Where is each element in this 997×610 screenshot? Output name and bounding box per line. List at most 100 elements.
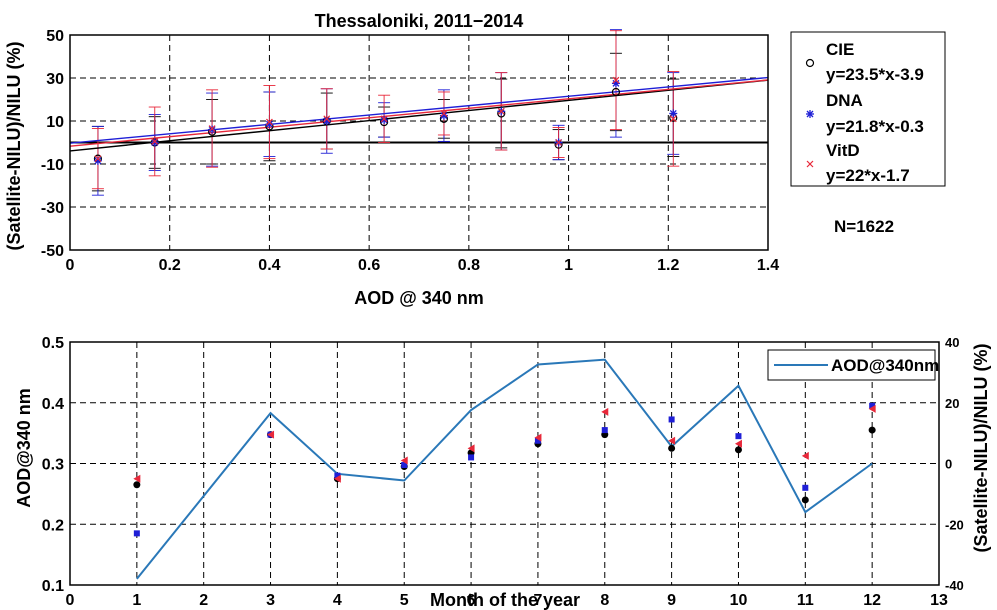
top-y-tick-label: -10 [41, 157, 64, 174]
bottom-x-tick-label: 4 [333, 592, 342, 609]
bottom-right-y-tick-label: 40 [945, 335, 959, 350]
point-vitd [612, 76, 620, 84]
bottom-data-points [133, 402, 876, 537]
top-data-points [93, 76, 678, 165]
top-grid [70, 35, 768, 250]
bottom-x-tick-label: 0 [66, 592, 75, 609]
bottom-point-square [601, 427, 608, 434]
bottom-plot-frame [69, 341, 940, 586]
top-error-bars [91, 29, 680, 196]
point-vitd-stroke [380, 115, 388, 123]
point-dna-stroke [265, 120, 273, 128]
point-vitd [94, 155, 102, 163]
point-vitd [497, 107, 505, 115]
top-y-tick-label: 30 [46, 71, 64, 88]
legend-markers [805, 58, 815, 168]
bottom-x-axis-label: Month of the year [430, 590, 580, 610]
bottom-y-tick-labels: 0.1 0.2 0.3 0.4 0.5 [42, 335, 64, 595]
top-y-tick-label: 10 [46, 114, 64, 131]
bottom-y-tick-label: 0.4 [42, 396, 64, 413]
top-y-tick-label: -30 [41, 200, 64, 217]
bottom-x-tick-label: 2 [199, 592, 208, 609]
bottom-x-tick-label: 5 [400, 592, 409, 609]
legend-marker-cie [805, 58, 815, 68]
bottom-point-dot [668, 444, 676, 452]
bottom-aod-line [136, 358, 873, 580]
bottom-y-tick-label: 0.2 [42, 517, 64, 534]
top-plot-frame [69, 34, 769, 251]
bottom-x-tick-label: 6 [467, 592, 476, 609]
bottom-point-triangle [868, 404, 876, 413]
bottom-right-y-tick-label: -20 [945, 517, 964, 532]
legend-dna-fit: y=21.8*x-0.3 [826, 117, 924, 136]
point-dna-stroke [440, 112, 448, 120]
bottom-point-triangle [601, 407, 609, 416]
top-y-tick-labels: -50 -30 -10 10 30 50 [41, 28, 64, 260]
legend-vitd-name: VitD [826, 141, 860, 160]
bottom-point-triangle [133, 474, 141, 483]
bottom-right-y-tick-label: 20 [945, 396, 959, 411]
bottom-right-y-tick-labels: -40 -20 0 20 40 [945, 335, 964, 593]
bottom-point-square [735, 433, 742, 440]
legend-marker-vitd [806, 160, 814, 168]
bottom-point-triangle [333, 474, 341, 483]
bottom-x-tick-label: 1 [132, 592, 141, 609]
bottom-point-dot [734, 446, 742, 454]
bottom-point-dot [133, 481, 141, 489]
point-cie [611, 87, 621, 97]
top-chart: Thessaloniki, 2011−2014 0 0.2 0.4 0.6 0.8 1 1.… [4, 11, 946, 308]
point-dna-stroke [380, 116, 388, 124]
point-vitd-stroke [323, 115, 331, 123]
legend-dna-name: DNA [826, 91, 863, 110]
top-x-tick-label: 1.4 [757, 257, 779, 274]
aod-line [136, 358, 873, 580]
bottom-point-square [802, 484, 809, 491]
bottom-point-square [869, 402, 876, 409]
point-vitd [208, 125, 216, 132]
point-dna-stroke [94, 157, 102, 165]
point-vitd-stroke [151, 138, 159, 145]
point-dna-stroke [669, 110, 677, 117]
bottom-y-tick-label: 0.1 [42, 578, 64, 595]
bottom-x-tick-label: 9 [667, 592, 676, 609]
top-x-tick-label: 1 [564, 257, 573, 274]
bottom-point-dot [801, 496, 809, 504]
point-dna-stroke [323, 117, 331, 125]
point-vitd [266, 118, 273, 126]
top-y-axis-label: (Satellite-NILU)/NILU (%) [4, 41, 24, 250]
legend-cie-fit: y=23.5*x-3.9 [826, 65, 924, 84]
bottom-x-tick-label: 3 [266, 592, 275, 609]
top-y-tick-label: -50 [41, 243, 64, 260]
point-vitd-stroke [266, 118, 273, 126]
fit-line-dna [69, 76, 769, 144]
bottom-point-square [468, 454, 475, 461]
top-x-tick-label: 0.8 [458, 257, 480, 274]
legend-marker-dna-stroke [806, 110, 814, 118]
bottom-point-square [401, 462, 408, 469]
bottom-y-axis-label: AOD@340 nm [14, 388, 34, 508]
bottom-legend-label: AOD@340nm [831, 356, 939, 375]
point-vitd-stroke [208, 125, 216, 132]
legend-box [790, 31, 946, 187]
point-dna [669, 109, 678, 118]
point-vitd [669, 115, 677, 123]
point-dna-stroke [208, 126, 216, 134]
point-vitd-stroke [440, 110, 448, 117]
point-vitd [555, 139, 563, 146]
point-vitd [151, 138, 159, 145]
top-x-tick-label: 0.2 [159, 257, 181, 274]
legend-cie-name: CIE [826, 40, 854, 59]
bottom-x-tick-label: 8 [600, 592, 609, 609]
fit-line-vitd [69, 79, 769, 147]
bottom-point-triangle [534, 433, 542, 442]
legend-marker-dna [806, 110, 814, 118]
top-legend: CIE y=23.5*x-3.9 DNA y=21.8*x-0.3 VitD y… [790, 31, 946, 187]
bottom-x-tick-label: 13 [930, 592, 948, 609]
bottom-point-square [668, 416, 675, 423]
bottom-right-y-axis-label: (Satellite-NILU)/NILU (%) [971, 343, 991, 552]
legend-marker-vitd-stroke [806, 160, 814, 168]
bottom-point-triangle [400, 456, 408, 465]
fit-line-cie [69, 79, 769, 152]
sample-count-annotation: N=1622 [834, 217, 894, 236]
